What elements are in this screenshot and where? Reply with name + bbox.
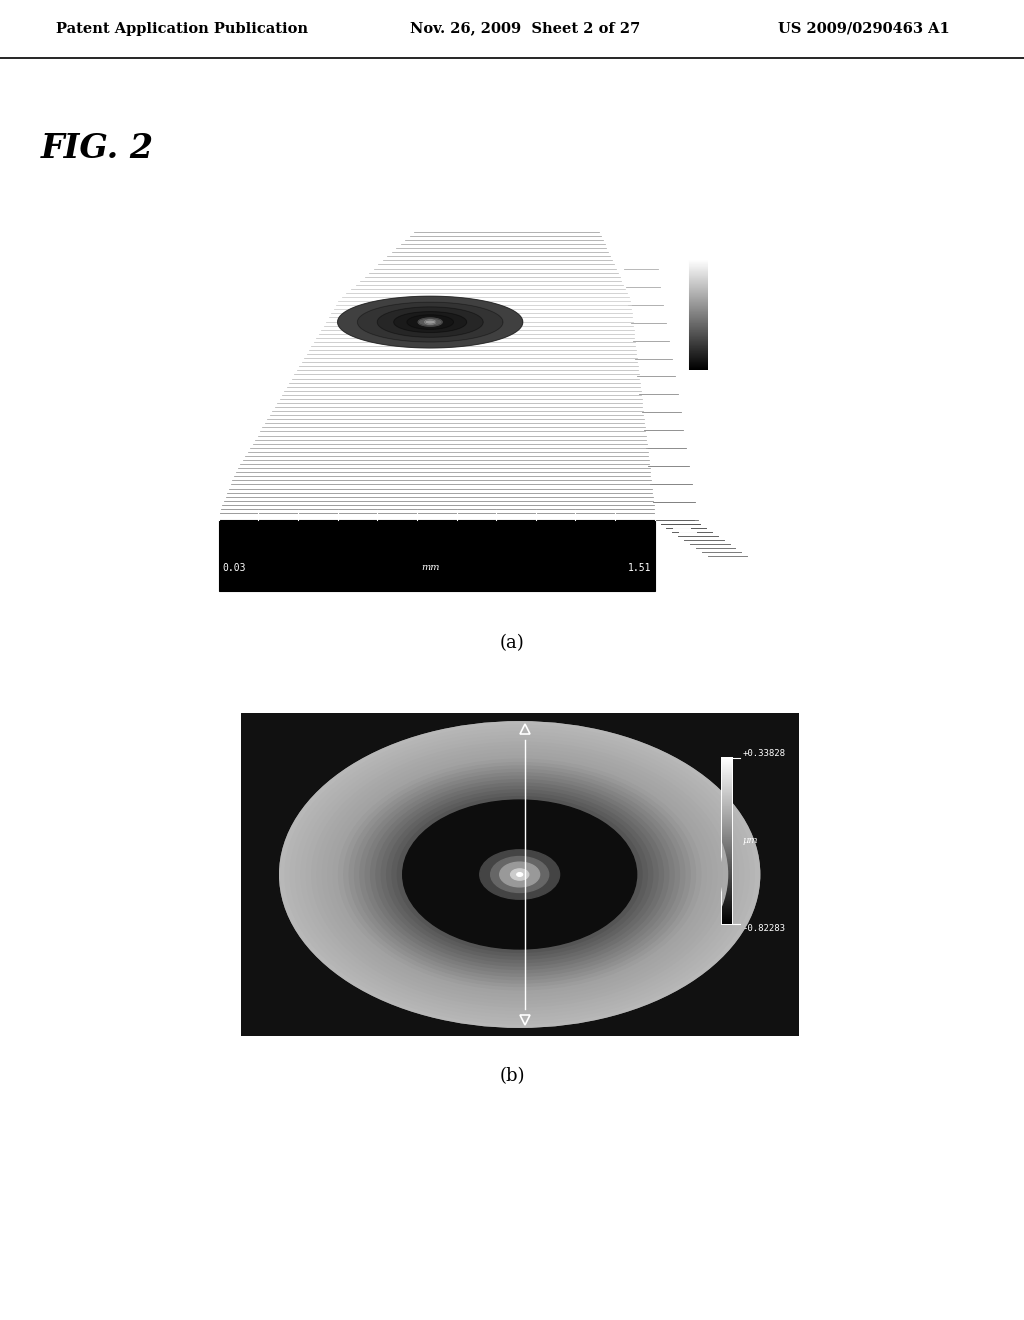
Ellipse shape	[456, 834, 584, 915]
Ellipse shape	[440, 824, 599, 925]
Polygon shape	[408, 315, 454, 329]
Ellipse shape	[451, 830, 589, 919]
Ellipse shape	[280, 722, 760, 1027]
Text: +0.33828: +0.33828	[743, 748, 785, 758]
Ellipse shape	[285, 725, 755, 1024]
Bar	[688, 259, 708, 370]
Ellipse shape	[408, 804, 632, 945]
Polygon shape	[394, 312, 467, 333]
Ellipse shape	[291, 729, 749, 1020]
Ellipse shape	[511, 869, 528, 880]
Ellipse shape	[344, 763, 695, 986]
Ellipse shape	[435, 821, 604, 928]
Ellipse shape	[381, 787, 658, 962]
Text: 0.03: 0.03	[222, 562, 246, 573]
Text: (a): (a)	[500, 634, 524, 652]
Ellipse shape	[366, 776, 674, 973]
Bar	[721, 758, 732, 924]
Ellipse shape	[306, 739, 733, 1010]
Ellipse shape	[280, 722, 760, 1027]
Ellipse shape	[402, 800, 637, 949]
Ellipse shape	[387, 789, 652, 960]
Text: -0.82283: -0.82283	[721, 366, 764, 374]
Ellipse shape	[354, 770, 685, 979]
Text: μm: μm	[743, 837, 759, 845]
Text: -0.82283: -0.82283	[743, 924, 785, 933]
Ellipse shape	[414, 807, 626, 942]
Ellipse shape	[500, 862, 540, 887]
Ellipse shape	[311, 742, 728, 1007]
Text: mm: mm	[421, 564, 439, 572]
Ellipse shape	[490, 857, 549, 892]
Ellipse shape	[445, 828, 594, 921]
Polygon shape	[338, 297, 522, 347]
Ellipse shape	[462, 837, 578, 912]
Ellipse shape	[397, 797, 642, 952]
Ellipse shape	[359, 772, 680, 977]
Ellipse shape	[317, 746, 722, 1003]
Text: 1.13: 1.13	[721, 393, 742, 401]
Text: (b): (b)	[500, 1067, 524, 1085]
Text: mm: mm	[740, 477, 759, 484]
Bar	[219, 520, 654, 591]
Text: μm: μm	[721, 310, 736, 318]
Ellipse shape	[333, 756, 707, 993]
Text: FIG. 2: FIG. 2	[41, 132, 154, 165]
Ellipse shape	[328, 752, 712, 997]
Ellipse shape	[424, 813, 615, 936]
Ellipse shape	[480, 850, 559, 899]
Ellipse shape	[301, 735, 738, 1014]
Text: 1.51: 1.51	[629, 562, 652, 573]
Ellipse shape	[392, 793, 647, 956]
Ellipse shape	[349, 766, 690, 983]
Ellipse shape	[429, 817, 610, 932]
Text: 0.00: 0.00	[727, 516, 749, 524]
Ellipse shape	[323, 748, 717, 1001]
Text: Patent Application Publication: Patent Application Publication	[56, 21, 308, 36]
Ellipse shape	[517, 873, 522, 876]
Ellipse shape	[339, 759, 700, 990]
Ellipse shape	[296, 733, 743, 1016]
Polygon shape	[418, 318, 442, 326]
Text: Nov. 26, 2009  Sheet 2 of 27: Nov. 26, 2009 Sheet 2 of 27	[410, 21, 640, 36]
Text: US 2009/0290463 A1: US 2009/0290463 A1	[778, 21, 950, 36]
Ellipse shape	[371, 780, 669, 969]
Polygon shape	[425, 321, 435, 323]
Polygon shape	[357, 302, 503, 342]
Ellipse shape	[376, 783, 664, 966]
Ellipse shape	[419, 810, 621, 939]
Text: +0.33828: +0.33828	[721, 255, 764, 263]
Polygon shape	[378, 308, 483, 337]
